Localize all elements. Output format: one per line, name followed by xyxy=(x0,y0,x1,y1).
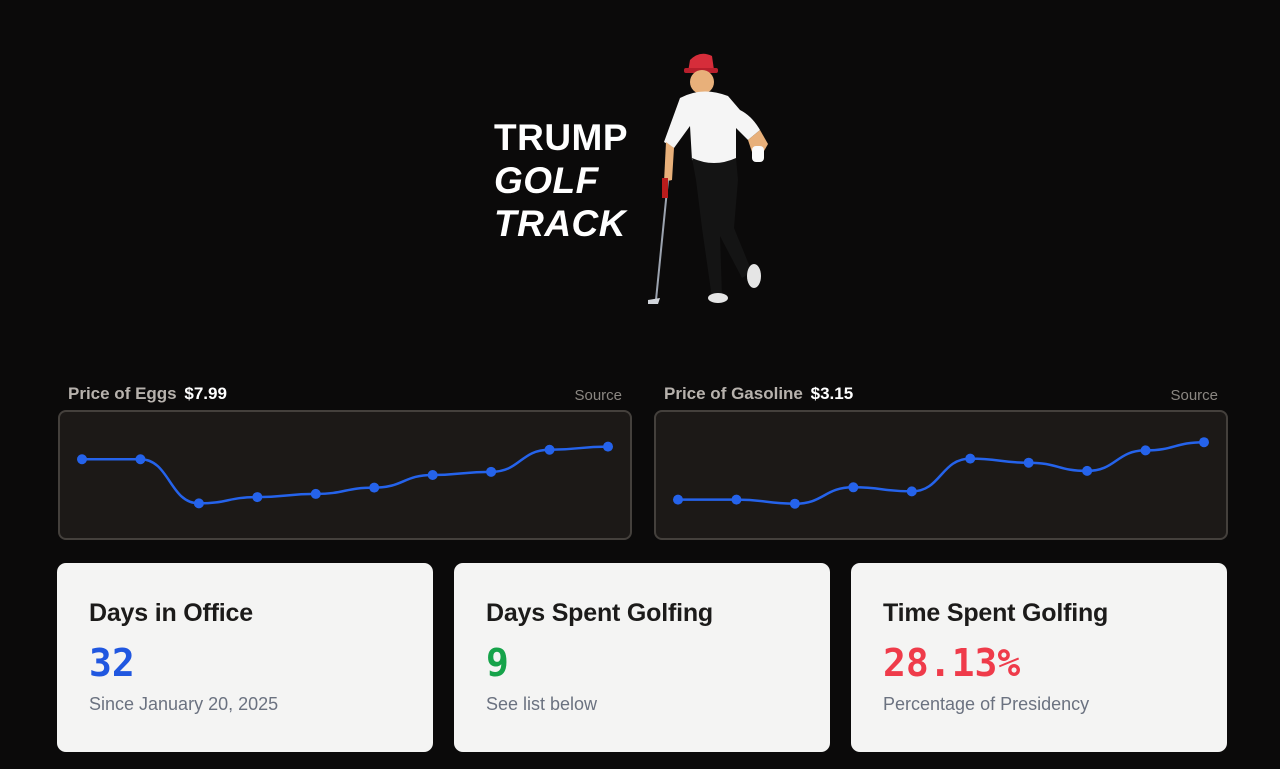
eggs-data-point[interactable] xyxy=(135,454,146,465)
eggs-data-point[interactable] xyxy=(193,498,204,509)
stat-subtitle: Since January 20, 2025 xyxy=(89,694,279,714)
days-in-office-value: 32 xyxy=(89,641,135,685)
eggs-data-point[interactable] xyxy=(603,441,613,452)
eggs-source-link[interactable]: Source xyxy=(574,387,622,404)
eggs-data-point[interactable] xyxy=(252,492,263,503)
stat-label: Days Spent Golfing xyxy=(486,599,713,627)
eggs-data-point[interactable] xyxy=(427,470,438,480)
eggs-chart xyxy=(58,410,632,540)
eggs-price-title: Price of Eggs $7.99 xyxy=(68,384,227,404)
eggs-data-point[interactable] xyxy=(310,488,321,499)
gas-data-point[interactable] xyxy=(731,494,742,505)
gas-data-point[interactable] xyxy=(1023,457,1034,468)
gas-price-value: $3.15 xyxy=(810,384,854,403)
title-line-3: TRACK xyxy=(494,203,626,244)
gas-data-point[interactable] xyxy=(848,482,859,493)
gas-line-chart xyxy=(673,437,1209,509)
eggs-data-point[interactable] xyxy=(369,482,380,493)
golfer-illustration xyxy=(648,53,768,304)
gas-source-link[interactable]: Source xyxy=(1170,387,1218,404)
eggs-data-point[interactable] xyxy=(77,454,87,465)
stat-label: Time Spent Golfing xyxy=(883,599,1109,627)
site-title: TRUMP GOLF TRACK xyxy=(494,116,628,245)
gas-price-label: Price of Gasoline xyxy=(664,384,803,403)
gas-price-panel: Price of Gasoline $3.15 Source xyxy=(654,380,1228,540)
eggs-line-chart xyxy=(77,441,613,509)
stat-label: Days in Office xyxy=(89,599,253,627)
time-golfing-card: Time Spent Golfing 28.13% Percentage of … xyxy=(851,563,1227,752)
eggs-data-point[interactable] xyxy=(486,466,497,477)
gas-data-point[interactable] xyxy=(1082,465,1093,476)
gas-data-point[interactable] xyxy=(673,494,683,505)
gas-data-point[interactable] xyxy=(1199,437,1209,448)
gas-data-point[interactable] xyxy=(1140,445,1151,456)
gas-series-line xyxy=(678,440,1205,505)
time-golfing-value: 28.13% xyxy=(883,641,1021,685)
gas-data-point[interactable] xyxy=(965,453,976,464)
gas-data-point[interactable] xyxy=(906,486,917,497)
title-line-2: GOLF xyxy=(494,160,599,201)
gas-chart xyxy=(654,410,1228,540)
title-line-1: TRUMP xyxy=(494,117,629,158)
eggs-series-line xyxy=(82,445,609,505)
gas-data-point[interactable] xyxy=(789,498,800,509)
eggs-price-panel: Price of Eggs $7.99 Source xyxy=(58,380,632,540)
eggs-price-value: $7.99 xyxy=(184,384,227,403)
stat-subtitle: See list below xyxy=(486,694,598,714)
days-golfing-value: 9 xyxy=(486,641,509,685)
days-golfing-card: Days Spent Golfing 9 See list below xyxy=(454,563,830,752)
eggs-price-label: Price of Eggs xyxy=(68,384,177,403)
stat-subtitle: Percentage of Presidency xyxy=(883,694,1090,714)
gas-price-title: Price of Gasoline $3.15 xyxy=(664,384,853,404)
eggs-data-point[interactable] xyxy=(544,444,555,455)
days-in-office-card: Days in Office 32 Since January 20, 2025 xyxy=(57,563,433,752)
